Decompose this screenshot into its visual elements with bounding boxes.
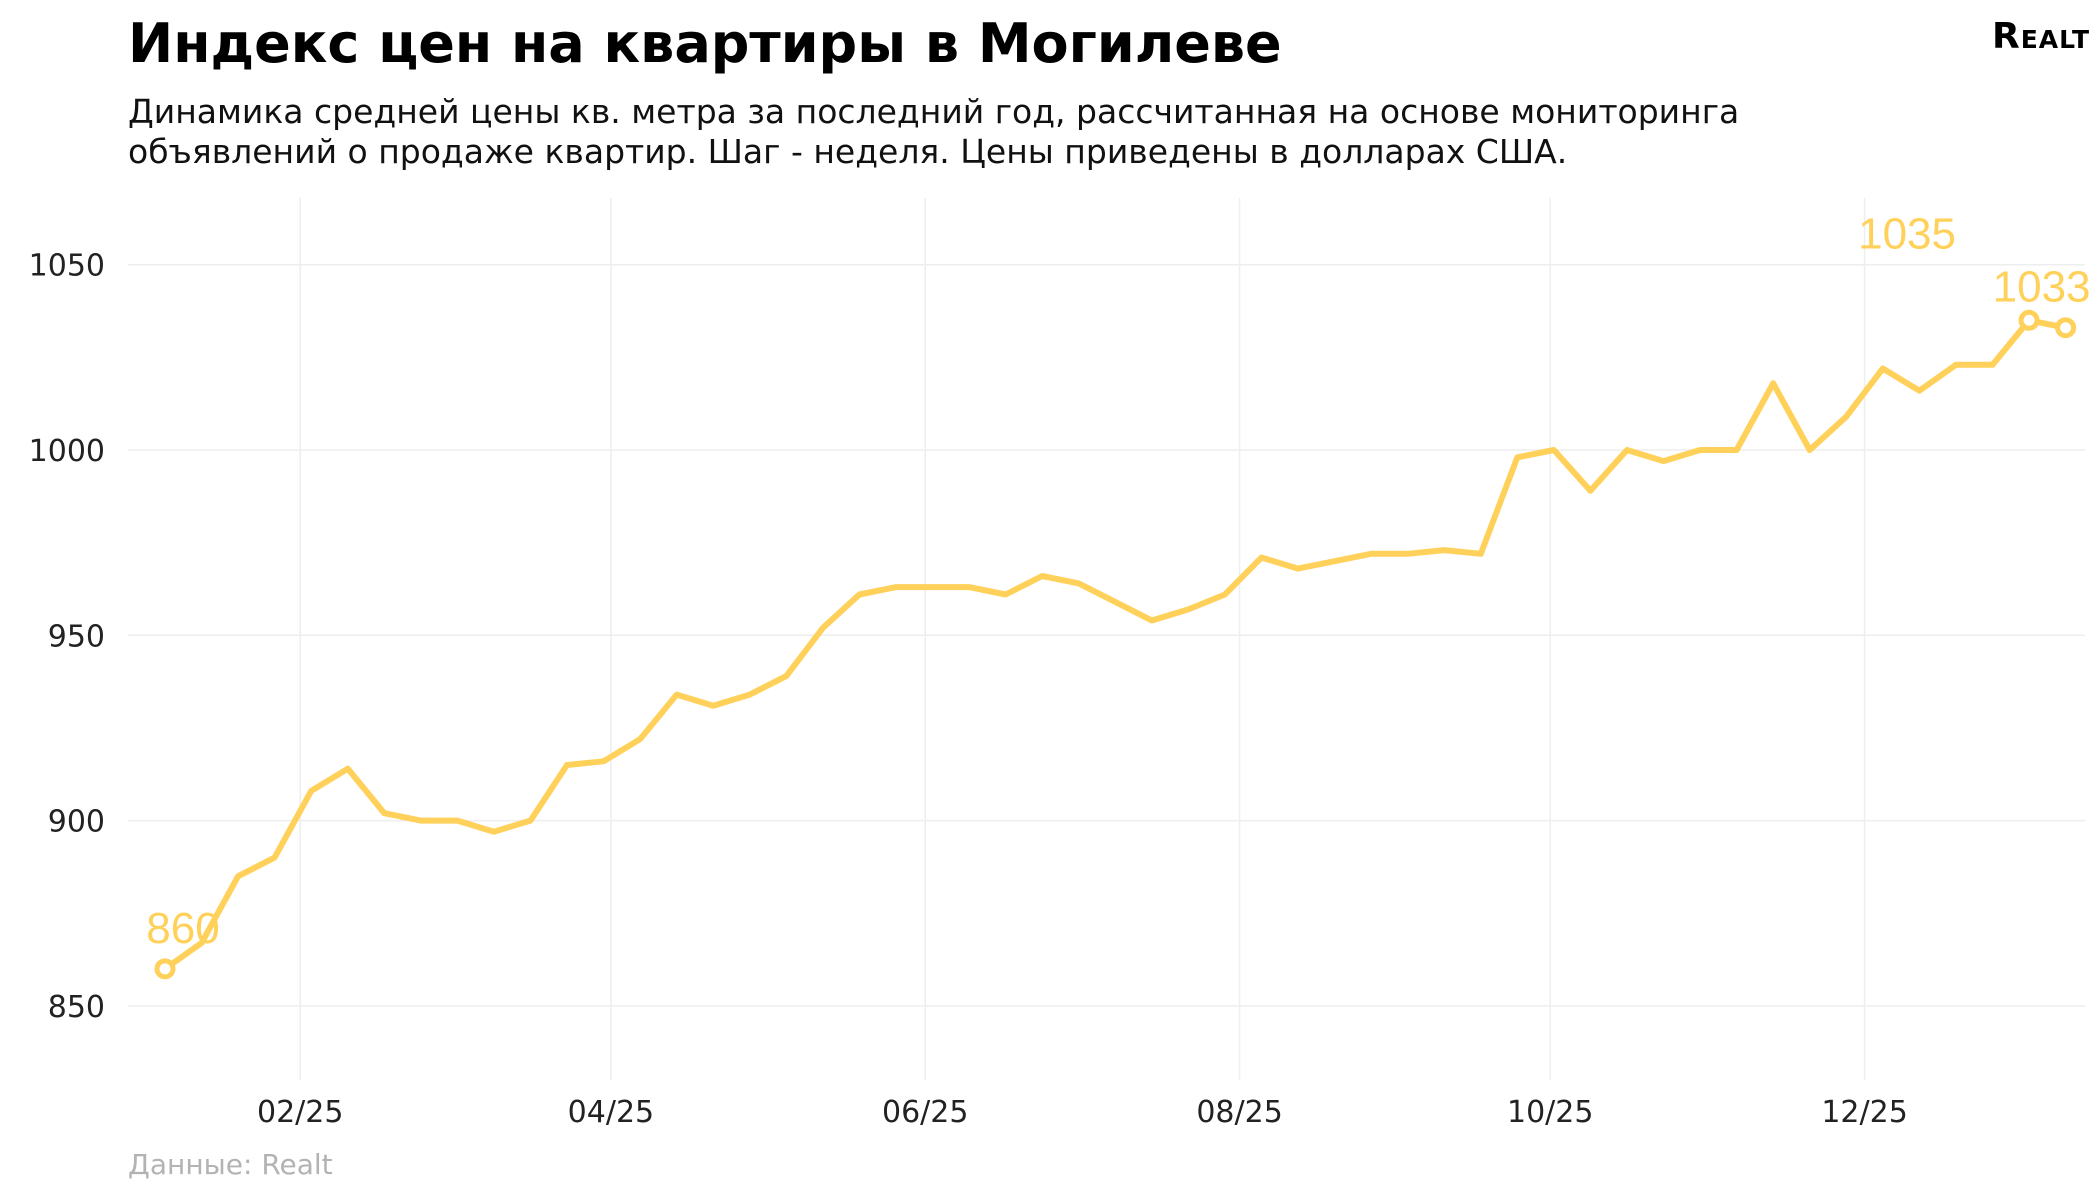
series-line: [162, 317, 2069, 972]
x-gridlines: [299, 198, 1866, 1080]
x-tick-label: 06/25: [882, 1095, 968, 1130]
y-tick-labels: 850 900 950 1000 1050: [29, 249, 105, 1025]
annotation-layer: 860 1035 1033: [146, 209, 2091, 980]
x-tick-label: 08/25: [1196, 1095, 1282, 1130]
data-point-label: 1033: [1993, 263, 2091, 312]
chart-title: Индекс цен на квартиры в Могилеве: [128, 12, 1282, 75]
y-tick-label: 900: [48, 805, 105, 840]
x-tick-label: 10/25: [1507, 1095, 1593, 1130]
y-tick-label: 850: [48, 990, 105, 1025]
y-tick-label: 950: [48, 619, 105, 654]
y-tick-label: 1050: [29, 249, 105, 284]
x-tick-labels: 02/25 04/25 06/25 08/25 10/25 12/25: [257, 1095, 1908, 1130]
y-gridlines: [128, 263, 2085, 1007]
y-tick-label: 1000: [29, 434, 105, 469]
x-tick-label: 02/25: [257, 1095, 343, 1130]
x-tick-label: 04/25: [568, 1095, 654, 1130]
subtitle-line-1: Динамика средней цены кв. метра за после…: [128, 92, 1740, 131]
data-point-marker: [2055, 317, 2077, 339]
x-tick-label: 12/25: [1821, 1095, 1907, 1130]
data-point-label: 1035: [1858, 209, 1956, 258]
data-point-marker: [154, 958, 176, 980]
subtitle-line-2: объявлений о продаже квартир. Шаг - неде…: [128, 132, 1568, 171]
data-point-marker: [2018, 309, 2040, 331]
realt-logo: Realt: [1992, 16, 2090, 57]
chart-subtitle: Динамика средней цены кв. метра за после…: [128, 92, 2028, 172]
data-point-label: 860: [146, 904, 219, 953]
data-source: Данные: Realt: [128, 1148, 333, 1181]
series-layer: [162, 317, 2069, 972]
